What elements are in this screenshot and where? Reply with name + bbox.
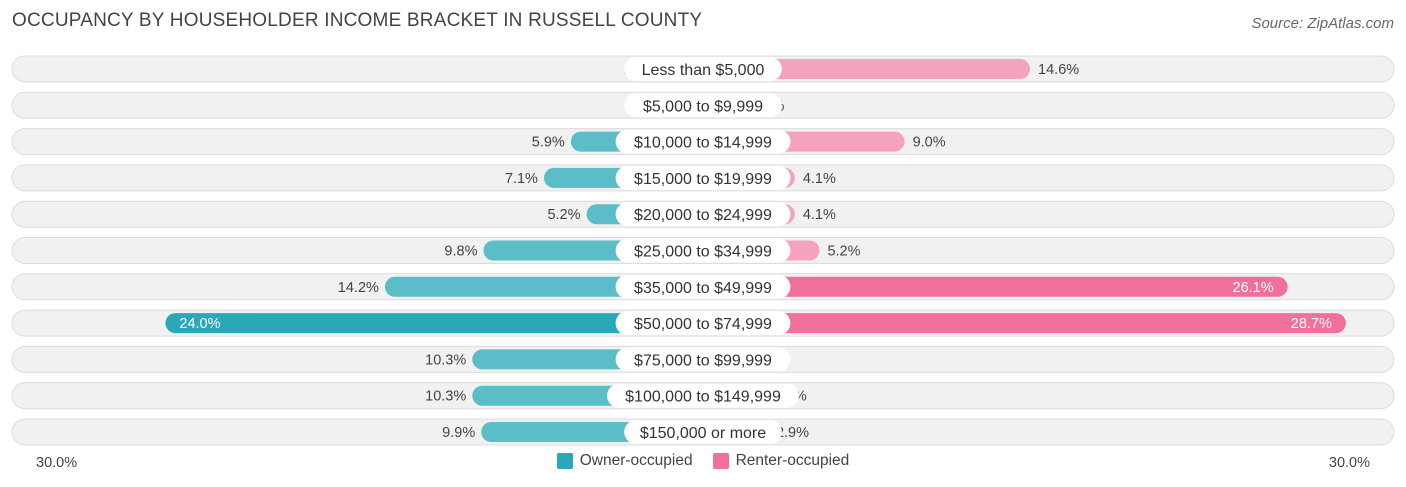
value-label-owner: 5.2% [547,207,580,223]
category-label-background [615,311,791,336]
bar-renter-occupied [703,313,1346,334]
category-label-background [615,347,791,372]
value-label-renter: 14.6% [1038,62,1079,78]
legend-swatch-owner [556,453,573,469]
legend-item-renter: Renter-occupied [712,452,850,470]
value-label-owner: 9.9% [442,425,475,441]
category-label: $5,000 to $9,999 [643,98,763,115]
category-label-background [615,165,791,190]
value-label-owner: 24.0% [179,316,220,332]
axis-label-right: 30.0% [1328,455,1370,471]
value-label-owner: 5.9% [532,135,565,151]
category-label: $75,000 to $99,999 [634,352,772,369]
value-label-renter: 28.7% [1291,316,1332,332]
category-label: Less than $5,000 [642,62,765,79]
legend-swatch-renter [712,453,729,469]
legend-label-owner: Owner-occupied [579,452,693,469]
value-label-renter: 26.1% [1233,280,1274,296]
bar-owner-occupied [165,313,703,334]
chart-title: OCCUPANCY BY HOUSEHOLDER INCOME BRACKET … [12,10,703,31]
value-label-renter: 4.1% [803,207,836,223]
category-label-background [607,383,799,408]
category-label: $15,000 to $19,999 [634,171,772,188]
category-label-background [615,238,791,263]
category-label: $50,000 to $74,999 [634,316,772,333]
category-label: $20,000 to $24,999 [634,207,772,224]
category-label-background [624,57,782,81]
category-label-background [615,202,791,227]
category-label: $100,000 to $149,999 [625,389,781,406]
chart-source: Source: ZipAtlas.com [1251,15,1394,32]
value-label-owner: 7.1% [505,171,538,187]
category-label: $10,000 to $14,999 [634,135,772,152]
category-label: $35,000 to $49,999 [634,280,772,297]
value-label-owner: 10.3% [425,389,466,405]
value-label-renter: 4.1% [803,171,836,187]
value-label-renter: 9.0% [913,135,946,151]
category-label: $150,000 or more [640,425,766,442]
category-label-background [615,129,791,154]
bar-renter-occupied [703,59,1031,79]
value-label-renter: 5.2% [827,244,860,260]
category-label-background [624,93,782,118]
value-label-owner: 9.8% [444,244,477,260]
legend-item-owner: Owner-occupied [556,452,693,470]
value-label-owner: 14.2% [338,280,379,296]
category-label-background [615,274,791,299]
category-label: $25,000 to $34,999 [634,244,772,261]
category-label-background [624,420,782,444]
value-label-owner: 10.3% [425,352,466,368]
axis-label-left: 30.0% [36,455,78,471]
legend-label-renter: Renter-occupied [735,452,850,469]
bar-renter-occupied [703,276,1288,297]
value-label-renter: 2.9% [776,425,809,441]
chart-legend: Owner-occupied Renter-occupied [0,452,1406,470]
